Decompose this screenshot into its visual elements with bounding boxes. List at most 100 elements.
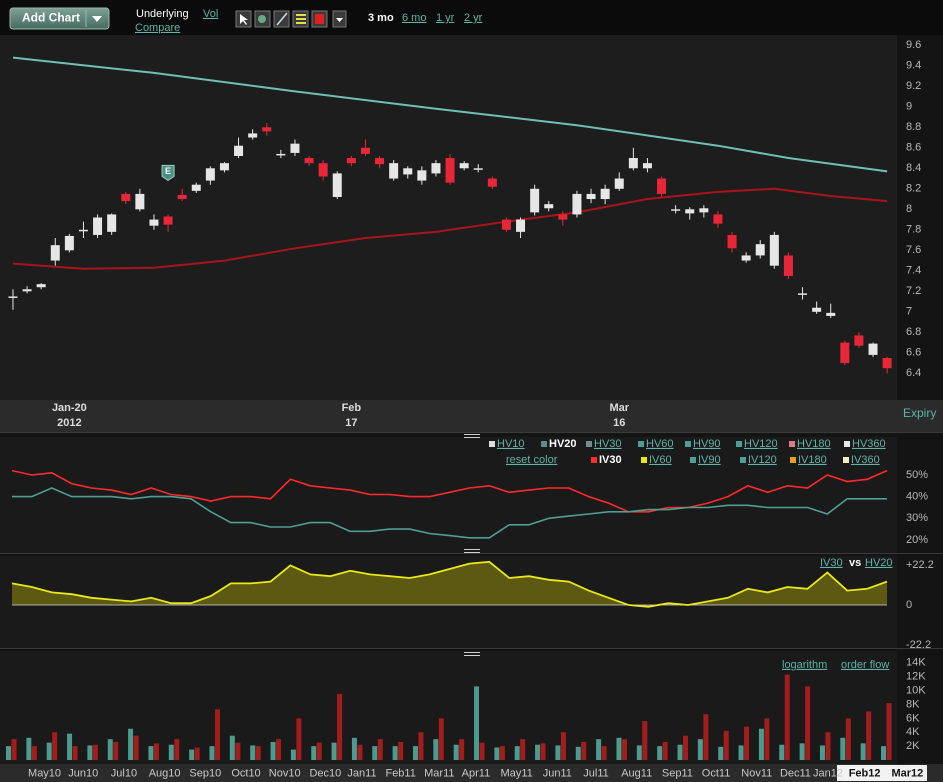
volume-bar <box>845 718 851 760</box>
candle-body <box>318 163 328 177</box>
candle-body <box>755 244 765 256</box>
pointer-icon <box>240 14 248 25</box>
volume-bar <box>168 744 174 760</box>
y-tick-label: -22.2 <box>906 639 931 651</box>
toggle-label[interactable]: IV120 <box>748 454 777 466</box>
candle-body <box>121 193 131 202</box>
spread-label: vs <box>849 557 861 569</box>
candle-body <box>614 178 624 189</box>
volume-bar <box>703 714 709 760</box>
y-tick-label: 4K <box>906 726 920 738</box>
y-tick-label: 8K <box>906 698 920 710</box>
y-tick-label: 6K <box>906 712 920 724</box>
candle-body <box>8 296 18 298</box>
toggle-label[interactable]: IV180 <box>798 454 827 466</box>
toggle-swatch[interactable] <box>843 457 849 463</box>
toggle-label[interactable]: HV30 <box>594 438 622 450</box>
volume-bar <box>209 746 215 760</box>
candle-body <box>403 168 413 175</box>
toggle-label[interactable]: IV90 <box>698 454 721 466</box>
month-label: Oct11 <box>702 767 731 779</box>
tools-arrow <box>336 18 343 22</box>
resize-handle[interactable] <box>464 549 480 553</box>
y-tick-label: 9.2 <box>906 80 921 92</box>
month-label: Feb12 <box>849 767 881 779</box>
y-tick-label: 8 <box>906 203 912 215</box>
volume-bar <box>642 721 648 760</box>
range-selector[interactable] <box>837 765 927 781</box>
area-line <box>11 560 888 608</box>
range-option[interactable]: 6 mo <box>402 12 426 24</box>
month-label: May11 <box>501 767 533 779</box>
toggle-label[interactable]: IV60 <box>649 454 672 466</box>
add-chart-button[interactable] <box>9 7 110 30</box>
toggle-label[interactable]: IV360 <box>851 454 880 466</box>
candle-body <box>741 255 751 261</box>
toggle-swatch[interactable] <box>690 457 696 463</box>
toggle-swatch[interactable] <box>541 441 547 447</box>
range-option[interactable]: 2 yr <box>464 12 483 24</box>
candle-body <box>262 127 272 132</box>
month-label: Jul11 <box>583 767 608 779</box>
toggle-swatch[interactable] <box>685 441 691 447</box>
resize-handle[interactable] <box>464 652 480 656</box>
volume-bar <box>520 739 526 760</box>
range-option[interactable]: 1 yr <box>436 12 455 24</box>
toggle-label[interactable]: HV180 <box>797 438 831 450</box>
toggle-swatch[interactable] <box>489 441 495 447</box>
toggle-label[interactable]: HV360 <box>852 438 886 450</box>
volume-bar <box>52 732 58 760</box>
toggle-label[interactable]: HV10 <box>497 438 525 450</box>
volume-bar <box>581 741 587 760</box>
y-tick-label: 7.8 <box>906 224 921 236</box>
toggle-label[interactable]: HV120 <box>744 438 778 450</box>
toggle-label[interactable]: HV60 <box>646 438 674 450</box>
candle-body <box>375 158 385 165</box>
month-label: Feb11 <box>385 767 415 779</box>
dropdown-arrow[interactable] <box>92 16 102 22</box>
toggle-swatch[interactable] <box>844 441 850 447</box>
month-label: Jun11 <box>543 767 572 779</box>
x-tick-sublabel: 2012 <box>57 417 81 429</box>
toggle-swatch[interactable] <box>740 457 746 463</box>
y-tick-label: 9 <box>906 101 912 113</box>
volume-bar <box>148 746 154 760</box>
vol-link[interactable]: Vol <box>203 8 218 20</box>
event-badge[interactable] <box>161 164 175 181</box>
toggle-swatch[interactable] <box>591 457 597 463</box>
toggle-label[interactable]: HV20 <box>549 438 577 450</box>
spread-label[interactable]: IV30 <box>820 557 843 569</box>
panel-link[interactable]: order flow <box>841 659 889 671</box>
series-line <box>11 469 888 513</box>
toggle-swatch[interactable] <box>638 441 644 447</box>
toggle-label[interactable]: reset color <box>506 454 558 466</box>
candle-body <box>191 184 201 191</box>
toggle-label[interactable]: HV90 <box>693 438 721 450</box>
candle-body <box>798 293 808 295</box>
toggle-label[interactable]: IV30 <box>599 454 622 466</box>
tool-icons <box>235 10 347 28</box>
y-tick-label: 2K <box>906 740 920 752</box>
volume-bar <box>474 686 480 760</box>
panel-link[interactable]: logarithm <box>782 659 827 671</box>
spread-label[interactable]: HV20 <box>865 557 893 569</box>
month-label: Jan12 <box>813 767 843 779</box>
candle-body <box>177 194 187 200</box>
candle-body <box>445 158 455 183</box>
volume-bar <box>540 743 546 760</box>
add-chart-label[interactable]: Add Chart <box>22 11 80 25</box>
compare-link[interactable]: Compare <box>135 22 180 34</box>
candle-body <box>360 147 370 154</box>
candle-body <box>699 208 709 213</box>
toggle-swatch[interactable] <box>790 457 796 463</box>
month-label: Oct10 <box>231 767 260 779</box>
range-option[interactable]: 3 mo <box>368 12 394 24</box>
toggle-swatch[interactable] <box>789 441 795 447</box>
toggle-swatch[interactable] <box>641 457 647 463</box>
resize-handle[interactable] <box>464 434 480 438</box>
toggle-swatch[interactable] <box>586 441 592 447</box>
candle-body <box>64 235 74 251</box>
toggle-swatch[interactable] <box>736 441 742 447</box>
volume-bar <box>601 746 607 760</box>
month-label: Jul10 <box>111 767 137 779</box>
